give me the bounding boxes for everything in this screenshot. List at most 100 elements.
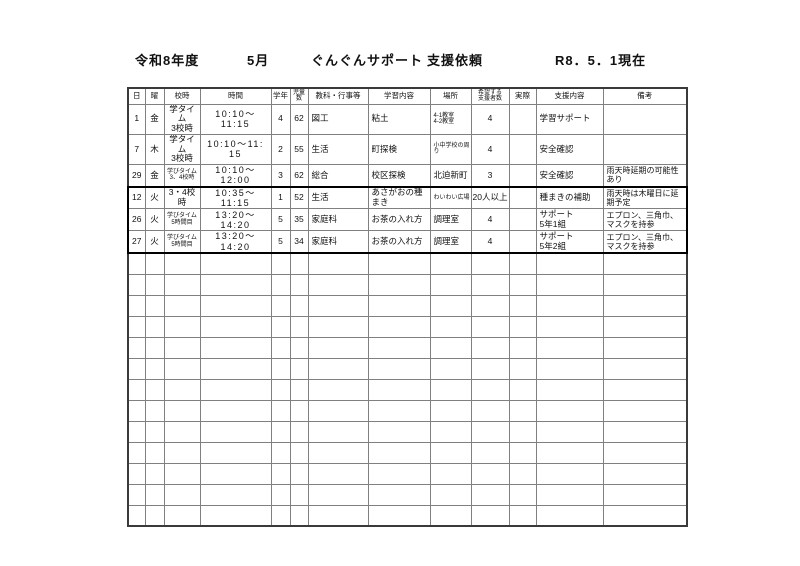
table-cell: 3	[270, 164, 291, 188]
empty-table-cell	[429, 273, 472, 296]
table-cell: 29	[127, 164, 146, 188]
empty-table-cell	[602, 441, 688, 464]
table-cell: 雨天時延期の可能性あり	[602, 164, 688, 188]
table-cell: 学タイム 3校時	[163, 133, 201, 166]
table-cell: 3	[470, 164, 510, 188]
table-cell: 学習サポート	[535, 103, 604, 135]
column-header: 実際	[508, 87, 537, 105]
empty-table-cell	[289, 483, 309, 506]
empty-table-cell	[127, 336, 146, 359]
table-cell	[508, 133, 537, 166]
empty-table-cell	[367, 462, 431, 485]
empty-table-cell	[307, 420, 369, 443]
empty-table-cell	[270, 315, 291, 338]
empty-table-row	[127, 420, 688, 443]
empty-table-cell	[429, 357, 472, 380]
empty-table-row	[127, 399, 688, 422]
empty-table-cell	[429, 483, 472, 506]
empty-table-cell	[535, 420, 604, 443]
column-header: 支援内容	[535, 87, 604, 105]
support-request-table: 日曜校時 時間 学年 児童数 教科・行事等 学習内容 場所 希望する 支援者数 実際 支援内容 備考…	[127, 87, 688, 528]
empty-table-cell	[429, 462, 472, 485]
empty-table-cell	[535, 273, 604, 296]
table-cell: 総合	[307, 164, 369, 188]
table-cell: 7	[127, 133, 146, 166]
empty-table-cell	[199, 399, 272, 422]
empty-table-cell	[508, 399, 537, 422]
table-cell: 生活	[307, 133, 369, 166]
table-cell: 家庭科	[307, 230, 369, 255]
title-fiscal-year: 令和8年度	[135, 53, 200, 68]
table-cell: 学びタイム 3、4校時	[163, 164, 201, 188]
empty-table-cell	[270, 462, 291, 485]
table-cell: 学びタイム 5時間目	[163, 208, 201, 232]
empty-table-cell	[535, 504, 604, 527]
empty-table-cell	[508, 378, 537, 401]
empty-table-cell	[270, 399, 291, 422]
empty-table-cell	[127, 504, 146, 527]
table-cell: 生活	[307, 185, 369, 210]
empty-table-cell	[199, 441, 272, 464]
empty-table-cell	[508, 294, 537, 317]
empty-table-cell	[144, 252, 165, 275]
empty-table-cell	[535, 378, 604, 401]
column-header: 学習内容	[367, 87, 431, 105]
empty-table-cell	[307, 252, 369, 275]
table-cell: 火	[144, 185, 165, 210]
empty-table-cell	[602, 420, 688, 443]
empty-table-cell	[199, 252, 272, 275]
table-cell: わいわい広場	[429, 185, 472, 210]
empty-table-row	[127, 315, 688, 338]
empty-table-cell	[429, 504, 472, 527]
empty-table-cell	[127, 315, 146, 338]
table-cell: 26	[127, 208, 146, 232]
empty-table-cell	[144, 378, 165, 401]
empty-table-cell	[535, 399, 604, 422]
empty-table-cell	[470, 336, 510, 359]
table-cell: 学びタイム 5時間目	[163, 230, 201, 255]
title-as-of-date: R8．5．1現在	[555, 53, 647, 68]
column-header: 校時	[163, 87, 201, 105]
empty-table-cell	[163, 252, 201, 275]
empty-table-cell	[163, 420, 201, 443]
empty-table-cell	[367, 483, 431, 506]
empty-table-row	[127, 336, 688, 359]
table-cell: 34	[289, 230, 309, 255]
empty-table-cell	[289, 378, 309, 401]
table-cell: 55	[289, 133, 309, 166]
empty-table-cell	[602, 462, 688, 485]
empty-table-row	[127, 357, 688, 380]
empty-table-cell	[289, 441, 309, 464]
empty-table-cell	[144, 357, 165, 380]
column-header: 曜	[144, 87, 165, 105]
table-cell: 35	[289, 208, 309, 232]
empty-table-cell	[127, 378, 146, 401]
empty-table-cell	[144, 336, 165, 359]
empty-table-cell	[270, 441, 291, 464]
table-cell: 62	[289, 103, 309, 135]
empty-table-cell	[144, 504, 165, 527]
empty-table-cell	[367, 399, 431, 422]
table-cell: 27	[127, 230, 146, 255]
empty-table-cell	[470, 504, 510, 527]
table-cell: 調理室	[429, 208, 472, 232]
table-cell: 4-1教室 4-2教室	[429, 103, 472, 135]
empty-table-cell	[508, 504, 537, 527]
empty-table-cell	[199, 336, 272, 359]
empty-table-cell	[602, 336, 688, 359]
table-cell: エプロン、三角巾、マスクを持参	[602, 208, 688, 232]
table-cell: 4	[470, 230, 510, 255]
document-title: 令和8年度 5月 ぐんぐんサポート 支援依頼 R8．5．1現在	[127, 50, 684, 70]
empty-table-cell	[307, 483, 369, 506]
empty-table-cell	[163, 399, 201, 422]
table-cell: 学タイム 3校時	[163, 103, 201, 135]
empty-table-cell	[127, 462, 146, 485]
empty-table-cell	[508, 315, 537, 338]
column-header: 学年	[270, 87, 291, 105]
table-cell: 小中学校の周り	[429, 133, 472, 166]
empty-table-cell	[307, 357, 369, 380]
empty-table-cell	[429, 294, 472, 317]
empty-table-cell	[470, 357, 510, 380]
table-cell: 13:20～ 14:20	[199, 208, 272, 232]
empty-table-cell	[470, 483, 510, 506]
